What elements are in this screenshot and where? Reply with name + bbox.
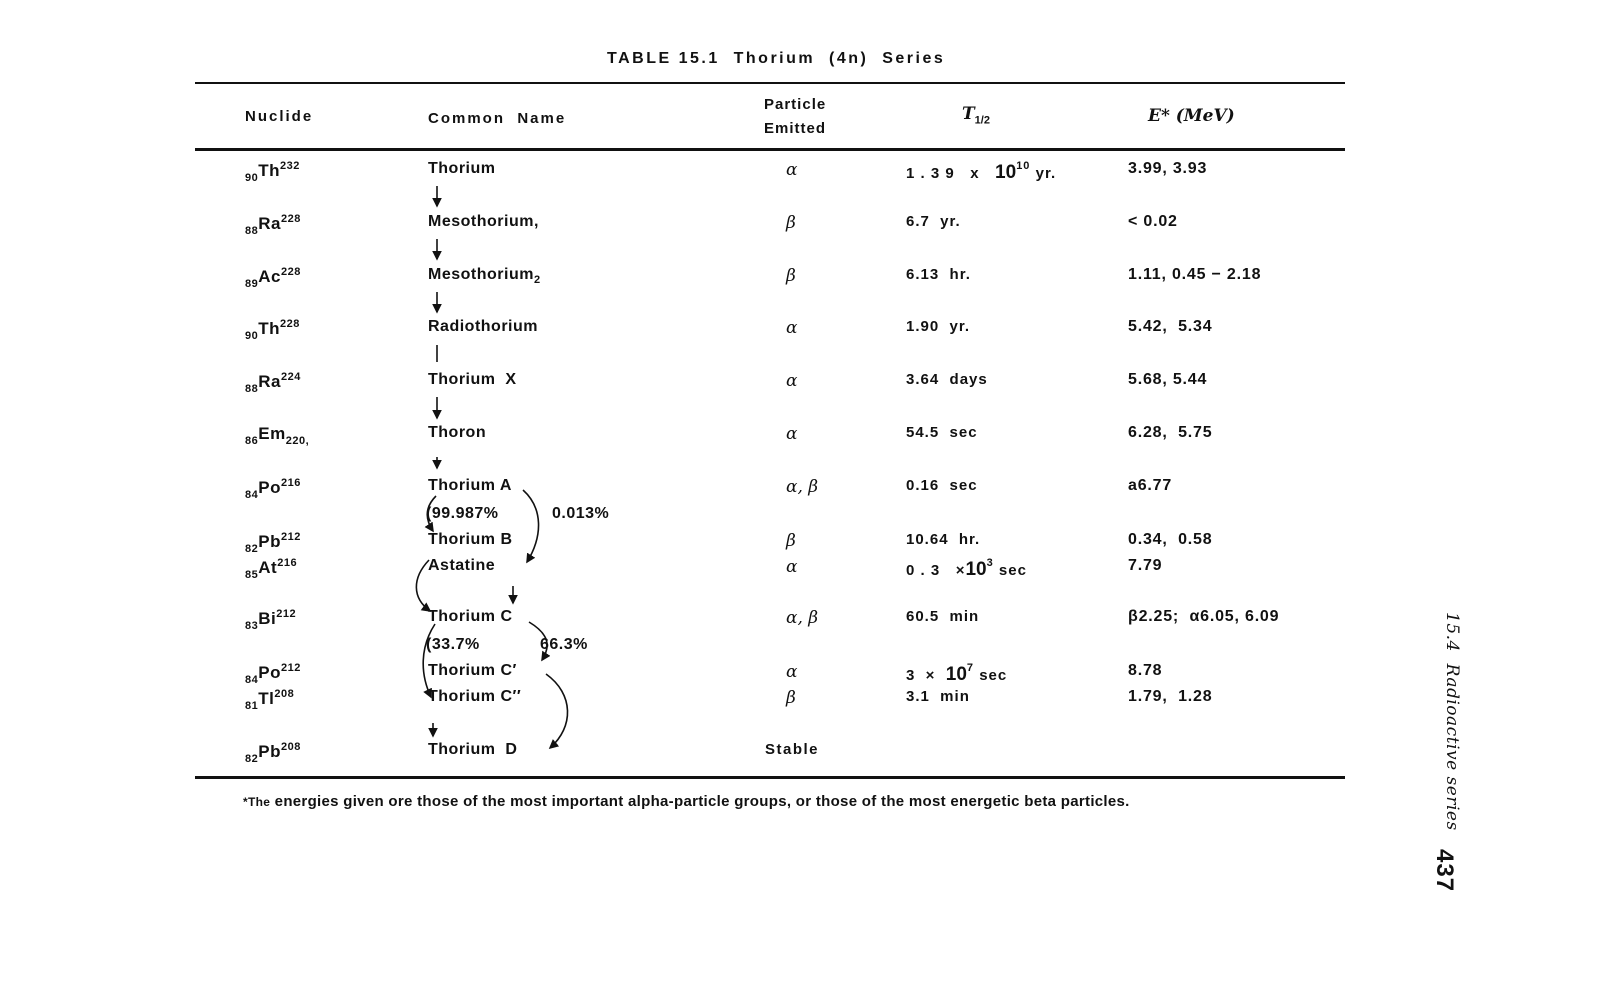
half-life-cell: 3.1 min [906,688,970,705]
table-row: 81Tl208 Thorium C′′ β 3.1 min 1.79, 1.28 [0,688,1599,718]
energy-cell: 5.42, 5.34 [1128,318,1213,335]
nuclide-cell: 88Ra224 [245,371,301,395]
column-header-nuclide: Nuclide [245,108,314,125]
half-life-cell: 6.13 hr. [906,266,971,283]
common-name-cell: Thorium B [428,531,513,548]
half-life-cell: 3 × 107 sec [906,662,1008,685]
common-name-cell: Radiothorium [428,318,538,335]
column-header-particle-line1: Particle [764,96,827,113]
half-life-cell: 10.64 hr. [906,531,981,548]
table-row: 88Ra224 Thorium X α 3.64 days 5.68, 5.44 [0,371,1599,401]
nuclide-cell: 85At216 [245,557,298,581]
energy-cell: 1.11, 0.45 − 2.18 [1128,266,1262,283]
common-name-cell: Thorium C′′ [428,688,522,705]
nuclide-cell: 90Th228 [245,318,300,342]
energy-cell: 6.28, 5.75 [1128,424,1213,441]
energy-cell: 7.79 [1128,557,1163,574]
nuclide-cell: 82Pb212 [245,531,301,555]
table-row: 82Pb212 Thorium B β 10.64 hr. 0.34, 0.58 [0,531,1599,561]
half-life-cell: 0 . 3 ×103 sec [906,557,1027,580]
particle-emitted-cell: β [786,688,796,708]
nuclide-cell: 89Ac228 [245,266,301,290]
column-header-energy: E* (MeV) [1148,106,1235,126]
particle-emitted-cell: α [786,424,798,444]
title-rule [195,82,1345,84]
table-row: 82Pb208 Thorium D Stable [0,741,1599,771]
common-name-cell: Mesothorium2 [428,266,541,286]
table-row: 89Ac228 Mesothorium2 β 6.13 hr. 1.11, 0.45 −… [0,266,1599,296]
bottom-rule [195,776,1345,779]
common-name-cell: Mesothorium, [428,213,539,230]
branch-percent-left: (33.7% [426,636,480,653]
particle-emitted-cell: Stable [765,741,820,758]
particle-emitted-cell: β [786,266,796,286]
half-life-cell: 54.5 sec [906,424,978,441]
particle-emitted-cell: α [786,662,798,682]
particle-emitted-cell: β [786,213,796,233]
nuclide-cell: 83Bi212 [245,608,297,632]
half-life-cell: 1 . 3 9 x 1010 yr. [906,160,1057,183]
energy-cell: 5.68, 5.44 [1128,371,1208,388]
common-name-cell: Thorium X [428,371,517,388]
half-life-cell: 3.64 days [906,371,988,388]
nuclide-cell: 90Th232 [245,160,300,184]
footnote: *The energies given ore those of the mos… [243,793,1130,810]
common-name-cell: Thoron [428,424,487,441]
common-name-cell: Thorium C [428,608,513,625]
branch-percent-right: 0.013% [552,505,610,522]
nuclide-cell: 84Po216 [245,477,301,501]
footnote-text: energies given ore those of the most imp… [270,793,1130,810]
nuclide-cell: 81Tl208 [245,688,295,712]
table-row: 88Ra228 Mesothorium, β 6.7 yr. < 0.02 [0,213,1599,243]
table-row: 86Em220, Thoron α 54.5 sec 6.28, 5.75 [0,424,1599,454]
branch-percent-right: 66.3% [540,636,588,653]
footnote-marker: *The [243,795,271,809]
header-rule [195,148,1345,151]
particle-emitted-cell: α [786,318,798,338]
common-name-cell: Astatine [428,557,496,574]
table-row: 84Po212 Thorium C′ α 3 × 107 sec 8.78 [0,662,1599,692]
table-row: 90Th228 Radiothorium α 1.90 yr. 5.42, 5.34 [0,318,1599,348]
energy-cell: 8.78 [1128,662,1163,679]
nuclide-cell: 82Pb208 [245,741,301,765]
common-name-cell: Thorium A [428,477,512,494]
branch-ratio-row: (99.987% 0.013% [0,505,1599,531]
branch-percent-left: (99.987% [426,505,499,522]
particle-emitted-cell: α [786,557,798,577]
table-row: 84Po216 Thorium A α, β 0.16 sec a6.77 [0,477,1599,507]
energy-cell: < 0.02 [1128,213,1178,230]
table-row: 83Bi212 Thorium C α, β 60.5 min β2.25; α6.05… [0,608,1599,638]
page-title: TABLE 15.1 Thorium (4n) Series [607,50,946,67]
nuclide-cell: 84Po212 [245,662,301,686]
half-life-cell: 6.7 yr. [906,213,961,230]
energy-cell: 3.99, 3.93 [1128,160,1208,177]
table-row: 90Th232 Thorium α 1 . 3 9 x 1010 yr. 3.99, 3… [0,160,1599,190]
energy-cell: 0.34, 0.58 [1128,531,1213,548]
common-name-cell: Thorium C′ [428,662,517,679]
particle-emitted-cell: β [786,531,796,551]
running-header: 15.4 Radioactive series [1442,612,1462,831]
half-life-cell: 0.16 sec [906,477,978,494]
branch-ratio-row: (33.7% 66.3% [0,636,1599,662]
column-header-particle-line2: Emitted [764,120,827,137]
common-name-cell: Thorium [428,160,496,177]
energy-cell: β2.25; α6.05, 6.09 [1128,608,1280,625]
column-header-half-life: T1/2 [962,104,990,127]
particle-emitted-cell: α [786,160,798,180]
particle-emitted-cell: α, β [786,477,819,497]
particle-emitted-cell: α [786,371,798,391]
column-header-common-name: Common Name [428,110,567,127]
half-life-cell: 1.90 yr. [906,318,971,335]
table-row: 85At216 Astatine α 0 . 3 ×103 sec 7.79 [0,557,1599,587]
nuclide-cell: 86Em220, [245,424,310,447]
particle-emitted-cell: α, β [786,608,819,628]
energy-cell: a6.77 [1128,477,1173,494]
common-name-cell: Thorium D [428,741,518,758]
nuclide-cell: 88Ra228 [245,213,301,237]
half-life-cell: 60.5 min [906,608,980,625]
energy-cell: 1.79, 1.28 [1128,688,1213,705]
page-number: 437 [1431,849,1458,893]
